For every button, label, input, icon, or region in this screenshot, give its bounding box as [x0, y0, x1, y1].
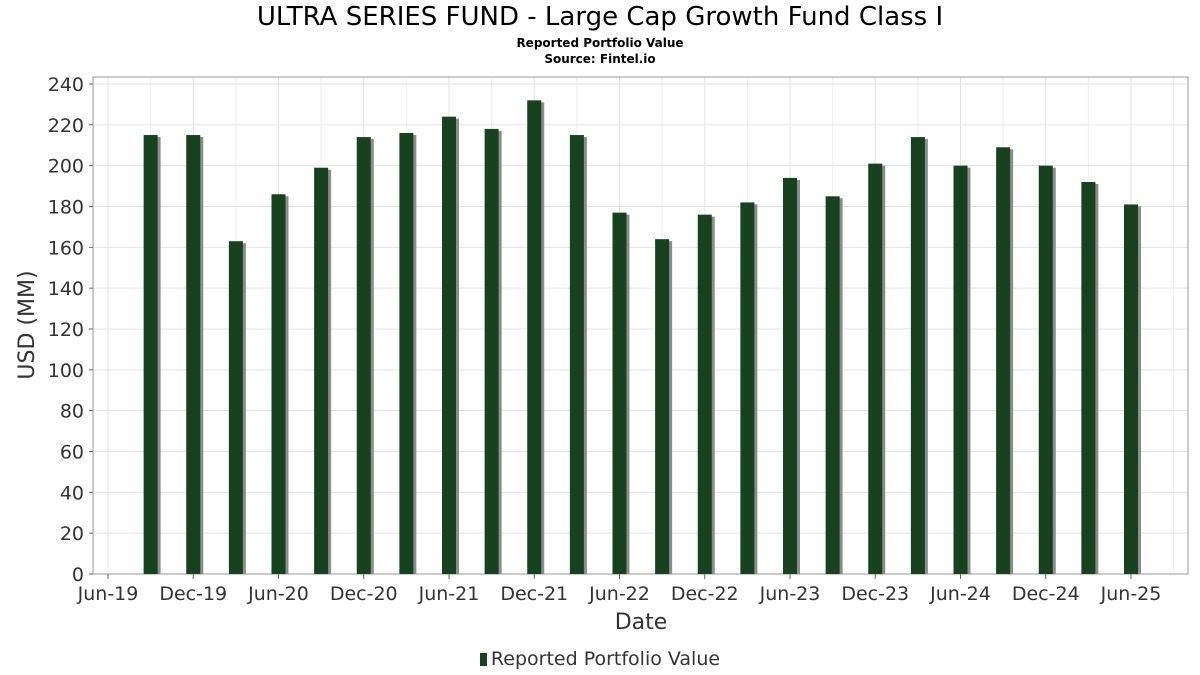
x-tick-label: Jun-19: [77, 583, 139, 605]
y-tick-label: 60: [60, 442, 84, 464]
bar: [996, 147, 1011, 574]
bar: [399, 133, 414, 574]
y-tick-label: 120: [48, 319, 84, 341]
legend: Reported Portfolio Value: [0, 648, 1200, 670]
bar: [314, 167, 329, 575]
y-tick-label: 0: [72, 564, 84, 586]
bar: [868, 163, 883, 574]
x-tick-label: Jun-21: [418, 583, 480, 605]
y-tick-label: 240: [48, 74, 84, 96]
bar: [1038, 165, 1053, 574]
bar: [527, 100, 542, 574]
chart-subtitle: Reported Portfolio Value: [516, 36, 684, 50]
x-tick-label: Jun-25: [1100, 583, 1162, 605]
legend-swatch: [479, 653, 487, 666]
y-tick-label: 200: [48, 156, 84, 178]
x-tick-label: Dec-20: [330, 583, 398, 605]
y-tick-label: 100: [48, 360, 84, 382]
bar: [228, 241, 243, 575]
y-tick-label: 40: [60, 482, 84, 504]
x-tick-label: Dec-23: [841, 583, 909, 605]
bar: [612, 212, 627, 574]
y-tick-label: 140: [48, 278, 84, 300]
bar: [1081, 182, 1096, 574]
x-tick-label: Dec-22: [671, 583, 739, 605]
chart-title: ULTRA SERIES FUND - Large Cap Growth Fun…: [256, 2, 944, 32]
bar: [740, 202, 755, 574]
bar: [356, 137, 371, 575]
x-tick-label: Dec-19: [159, 583, 227, 605]
bar: [143, 135, 158, 574]
x-tick-label: Jun-20: [247, 583, 309, 605]
legend-label: Reported Portfolio Value: [490, 648, 721, 670]
bar: [783, 177, 797, 574]
bar: [697, 214, 712, 574]
bar: [1124, 204, 1138, 575]
x-axis-label: Date: [615, 610, 668, 635]
y-tick-label: 80: [60, 401, 84, 423]
bar: [569, 135, 584, 574]
bar: [953, 165, 968, 574]
bar: [442, 116, 456, 575]
bar: [186, 135, 201, 574]
bar: [825, 196, 840, 574]
bar: [910, 137, 925, 575]
x-tick-label: Jun-22: [588, 583, 650, 605]
y-tick-label: 160: [48, 237, 84, 259]
bar: [484, 128, 499, 574]
bar: [655, 239, 670, 574]
y-tick-label: 180: [48, 197, 84, 219]
x-tick-label: Jun-23: [759, 583, 821, 605]
x-tick-label: Dec-24: [1012, 583, 1080, 605]
x-tick-label: Jun-24: [929, 583, 991, 605]
y-axis-label: USD (MM): [15, 270, 40, 379]
y-tick-label: 20: [60, 523, 84, 545]
plot-area: [93, 77, 1188, 574]
x-tick-label: Dec-21: [500, 583, 568, 605]
bar: [271, 194, 286, 574]
y-tick-label: 220: [48, 115, 84, 137]
plot-border: [92, 76, 1189, 575]
chart-source: Source: Fintel.io: [544, 52, 656, 66]
